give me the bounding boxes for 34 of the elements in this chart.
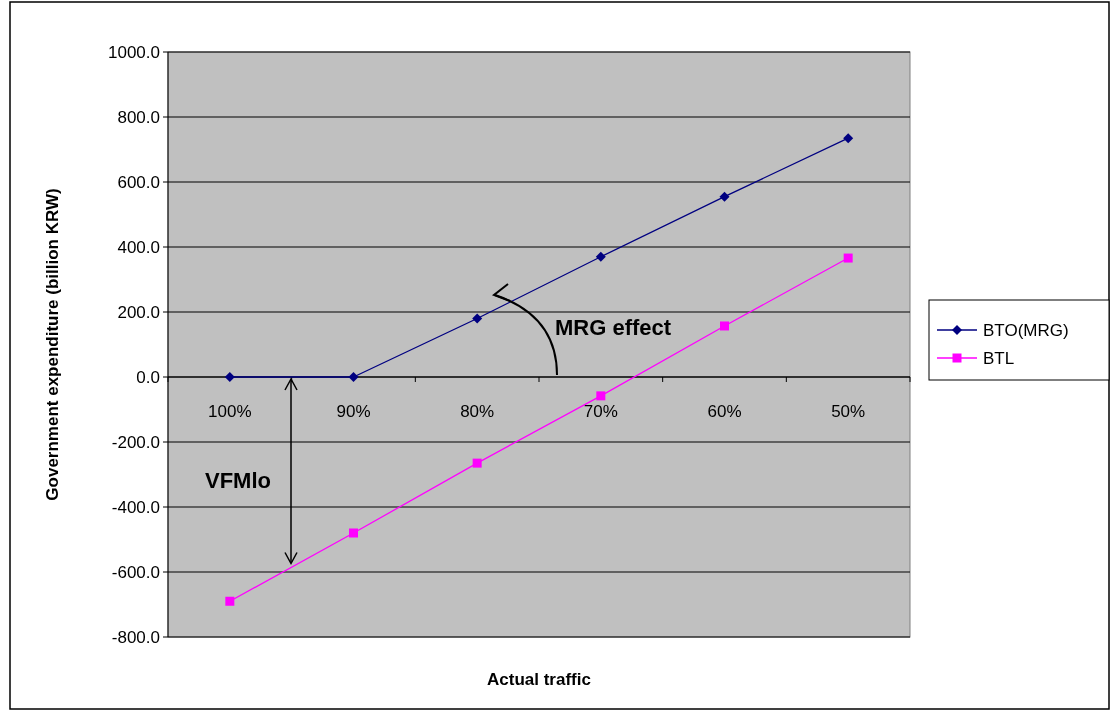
point xyxy=(225,596,235,606)
y-tick-label: -600.0 xyxy=(111,562,160,582)
y-tick-label: -400.0 xyxy=(111,497,160,517)
point xyxy=(348,372,359,382)
y-tick-label: 0.0 xyxy=(136,367,160,387)
point xyxy=(719,191,730,202)
legend-label: BTL xyxy=(983,348,1015,368)
point xyxy=(349,528,358,538)
point xyxy=(596,391,606,401)
x-tick-label: 90% xyxy=(336,402,371,421)
legend-label: BTO(MRG) xyxy=(983,320,1069,340)
y-tick-label: -800.0 xyxy=(111,627,160,647)
x-tick-label: 60% xyxy=(707,402,742,421)
y-tick-label: 1000.0 xyxy=(108,42,160,62)
point xyxy=(472,313,483,324)
point xyxy=(472,458,482,468)
y-tick-label: -200.0 xyxy=(111,432,160,452)
x-axis-title: Actual traffic xyxy=(487,670,591,689)
x-tick-label: 70% xyxy=(583,402,618,421)
point xyxy=(843,133,854,144)
point xyxy=(224,372,235,382)
y-tick-label: 400.0 xyxy=(117,237,160,257)
annotation: VFMlo xyxy=(205,468,271,493)
y-tick-label: 600.0 xyxy=(117,172,160,192)
y-tick-label: 200.0 xyxy=(117,302,160,322)
x-tick-label: 80% xyxy=(460,402,495,421)
point xyxy=(843,253,853,263)
y-axis-title: Government expenditure (billion KRW) xyxy=(43,188,62,501)
x-tick-label: 50% xyxy=(831,402,866,421)
point xyxy=(595,251,606,262)
point xyxy=(720,321,729,331)
y-tick-label: 800.0 xyxy=(117,107,160,127)
x-tick-label: 100% xyxy=(208,402,252,421)
annotation: MRG effect xyxy=(555,315,672,340)
